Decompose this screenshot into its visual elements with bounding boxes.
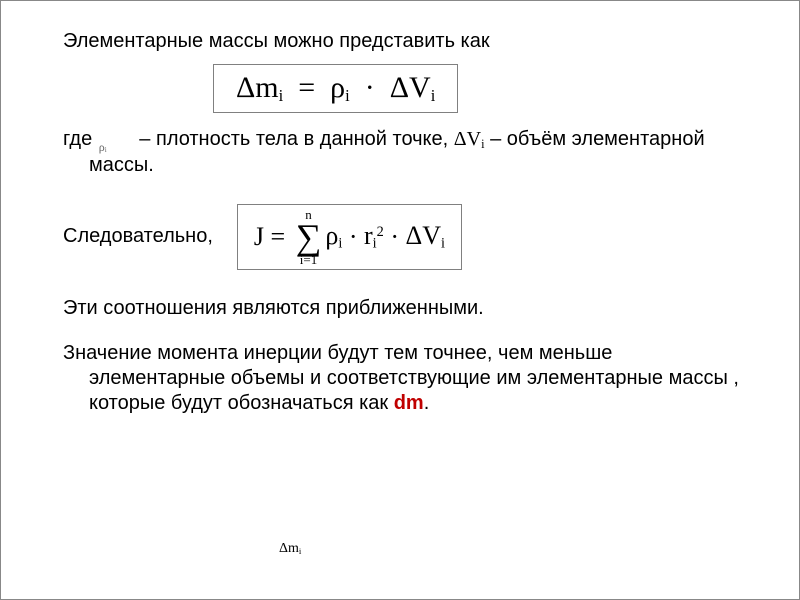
eq2-J: J xyxy=(254,222,264,252)
sigma-icon: n ∑ i=1 xyxy=(296,208,322,266)
rho-symbol: ρᵢ xyxy=(98,140,134,155)
slide: Элементарные массы можно представить как… xyxy=(0,0,800,600)
intro-line: Элементарные массы можно представить как xyxy=(63,29,749,54)
eq2-dot2: · xyxy=(390,222,399,252)
eq2-r: ri2 xyxy=(364,221,384,253)
eq1-rho: ρi xyxy=(330,71,350,104)
approx-line: Эти соотношения являются приближенными. xyxy=(63,296,749,321)
eq2-dot1: · xyxy=(349,222,358,252)
eq2-dV: ΔVi xyxy=(405,221,444,253)
definition-line: где ρᵢ – плотность тела в данной точке, … xyxy=(63,127,749,178)
equation-1: Δmi = ρi · ΔVi xyxy=(236,71,435,104)
eq1-delta-m: Δmi xyxy=(236,71,283,104)
final-paragraph: Значение момента инерции будут тем точне… xyxy=(63,341,749,416)
therefore-row: Следовательно, J = n ∑ i=1 ρi · ri2 · ΔV… xyxy=(63,204,749,270)
equation-2-box: J = n ∑ i=1 ρi · ri2 · ΔVi xyxy=(237,204,462,270)
eq1-dot xyxy=(357,71,365,104)
equation-2: J = n ∑ i=1 ρi · ri2 · ΔVi xyxy=(254,208,445,266)
dm-highlight: dm xyxy=(394,392,424,414)
eq2-equals: = xyxy=(271,222,286,252)
equation-1-container: Δmi = ρi · ΔVi xyxy=(63,64,749,113)
delta-m-symbol: Δmi xyxy=(279,541,301,557)
therefore-label: Следовательно, xyxy=(63,224,213,249)
delta-v-symbol: ΔVi xyxy=(454,128,485,150)
eq2-rho: ρi xyxy=(325,221,342,253)
eq1-delta-v: ΔVi xyxy=(390,71,436,104)
equation-1-box: Δmi = ρi · ΔVi xyxy=(213,64,458,113)
